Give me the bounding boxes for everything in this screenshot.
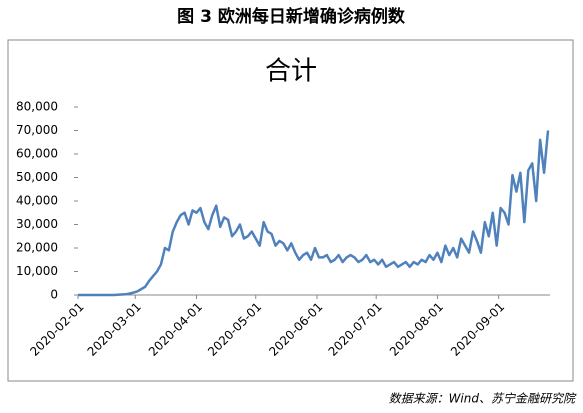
y-tick-label: 80,000 — [16, 100, 58, 114]
chart-title: 合计 — [265, 57, 317, 87]
x-tick-label: 2020-02-01 — [27, 300, 86, 359]
y-tick-label: 60,000 — [16, 147, 58, 161]
y-tick-label: 20,000 — [16, 241, 58, 255]
x-tick-label: 2020-08-01 — [387, 300, 446, 359]
y-tick-label: 0 — [50, 288, 58, 302]
x-tick-label: 2020-09-01 — [448, 300, 507, 359]
data-line — [78, 130, 550, 297]
x-tick-label: 2020-05-01 — [205, 300, 264, 359]
x-tick-label: 2020-04-01 — [146, 300, 205, 359]
y-tick-label: 40,000 — [16, 194, 58, 208]
x-tick-label: 2020-03-01 — [85, 300, 144, 359]
source-note: 数据来源：Wind、苏宁金融研究院 — [389, 392, 577, 406]
chart-frame — [7, 39, 574, 382]
y-tick-label: 10,000 — [16, 264, 58, 278]
y-tick-label: 70,000 — [16, 123, 58, 137]
x-tick-label: 2020-07-01 — [326, 300, 385, 359]
x-tick-label: 2020-06-01 — [266, 300, 325, 359]
page-title: 图 3 欧洲每日新增确诊病例数 — [177, 6, 406, 27]
y-tick-label: 50,000 — [16, 170, 58, 184]
y-tick-label: 30,000 — [16, 217, 58, 231]
